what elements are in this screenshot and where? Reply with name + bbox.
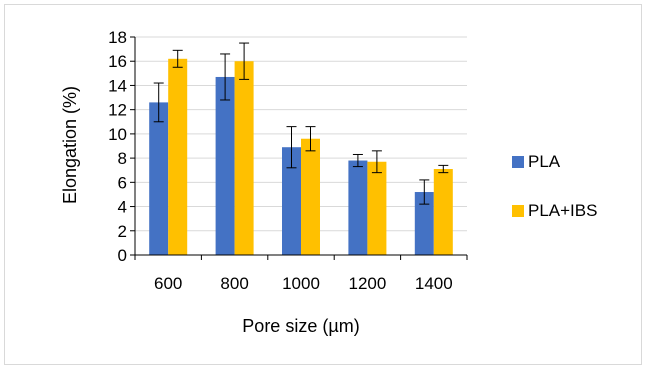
y-tick-label: 10 xyxy=(108,125,127,144)
bar-pla-1000 xyxy=(282,147,301,255)
x-tick-label: 1000 xyxy=(282,274,320,293)
error-bar xyxy=(438,164,449,174)
error-bars xyxy=(153,42,449,205)
x-tick-label: 800 xyxy=(220,274,248,293)
legend-swatch xyxy=(512,205,524,217)
bar-pla-800 xyxy=(215,76,235,255)
bar-pla-600 xyxy=(149,102,169,256)
x-tick-label: 600 xyxy=(154,274,182,293)
bars xyxy=(149,58,453,256)
legend: PLA PLA+IBS xyxy=(512,152,597,220)
bar-pla-ibs-800 xyxy=(234,61,254,255)
gridlines xyxy=(135,36,467,232)
y-tick-label: 18 xyxy=(108,28,127,47)
error-bar xyxy=(286,126,297,169)
bar-pla-1200 xyxy=(348,160,368,255)
error-bar xyxy=(305,126,316,152)
y-tick-label: 4 xyxy=(118,198,127,217)
error-bar xyxy=(371,150,382,174)
bar-pla-ibs-600 xyxy=(168,58,188,255)
bar-pla-ibs-1000 xyxy=(301,138,320,255)
y-tick-label: 8 xyxy=(118,149,127,168)
y-tick-label: 14 xyxy=(108,76,127,95)
bar-pla-ibs-1200 xyxy=(367,161,387,255)
y-tick-label: 0 xyxy=(118,246,127,265)
chart-frame xyxy=(4,4,642,365)
legend-label: PLA+IBS xyxy=(528,201,597,220)
error-bar xyxy=(172,49,183,68)
axes: 0 2 4 6 8 10 12 14 16 18 600 800 1000 1200 1400 xyxy=(108,28,468,293)
error-bar xyxy=(352,153,363,168)
y-tick-label: 6 xyxy=(118,173,127,192)
x-tick-label: 1400 xyxy=(415,274,453,293)
y-tick-label: 2 xyxy=(118,222,127,241)
legend-label: PLA xyxy=(528,152,561,171)
error-bar xyxy=(419,179,430,205)
x-tick-label: 1200 xyxy=(348,274,386,293)
y-tick-label: 12 xyxy=(108,101,127,120)
x-axis-title: Pore size (µm) xyxy=(242,316,359,336)
error-bar xyxy=(153,82,164,123)
error-bar xyxy=(220,53,231,101)
bar-pla-ibs-1400 xyxy=(433,169,453,255)
bar-pla-1400 xyxy=(414,192,434,255)
y-tick-label: 16 xyxy=(108,52,127,71)
legend-swatch xyxy=(512,156,524,168)
y-axis-title: Elongation (%) xyxy=(60,86,80,204)
error-bar xyxy=(239,42,250,80)
